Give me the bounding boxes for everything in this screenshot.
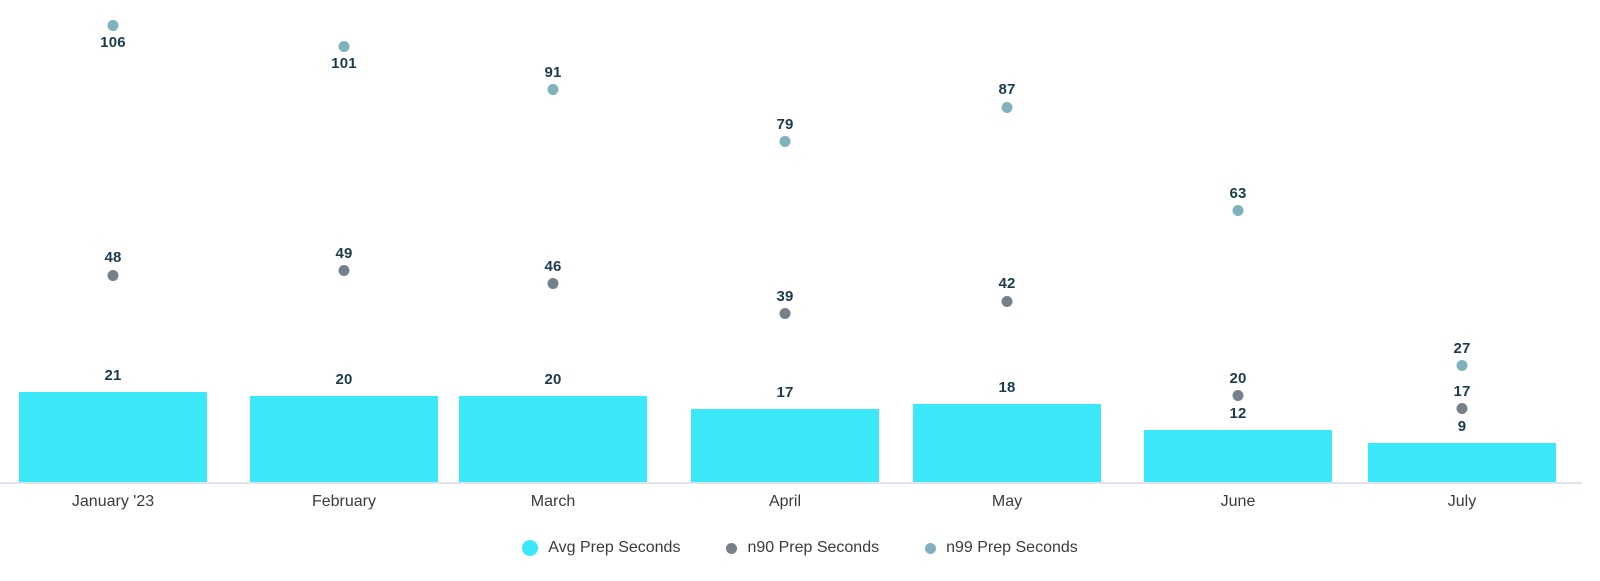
x-axis-label: July	[1447, 493, 1477, 510]
n99-value-label: 87	[998, 81, 1016, 98]
n90-value-label: 17	[1453, 382, 1471, 400]
bar-value-label: 21	[104, 366, 122, 384]
legend-item-n90[interactable]: n90 Prep Seconds	[726, 539, 879, 557]
avg-prep-bar[interactable]	[250, 395, 438, 482]
x-axis-label: April	[768, 493, 801, 510]
bar-value-label: 20	[335, 370, 353, 388]
x-axis-label: January '23	[71, 493, 155, 510]
bar-value-label: 20	[544, 370, 562, 388]
x-axis-label: March	[530, 493, 576, 510]
legend-item-n99[interactable]: n99 Prep Seconds	[925, 539, 1078, 557]
n90-dot[interactable]	[107, 269, 119, 281]
x-axis-line	[0, 482, 1582, 484]
category-column: 17 39 79	[685, 0, 885, 486]
n90-dot[interactable]	[779, 308, 791, 320]
n99-dot[interactable]	[338, 41, 350, 53]
category-column: 21 48 106	[13, 0, 213, 486]
legend-item-avg[interactable]: Avg Prep Seconds	[522, 539, 680, 557]
legend-marker-icon	[925, 542, 937, 554]
n99-value-label: 91	[544, 63, 562, 81]
n90-dot[interactable]	[338, 265, 350, 277]
n99-dot[interactable]	[779, 136, 791, 147]
legend-label: Avg Prep Seconds	[548, 539, 681, 556]
category-column: 20 49 101	[244, 0, 444, 486]
n99-value-label: 27	[1453, 339, 1471, 357]
n90-dot[interactable]	[1232, 390, 1244, 402]
category-column: 20 46 91	[453, 0, 653, 486]
avg-prep-bar[interactable]	[1368, 443, 1556, 482]
legend-label: n99 Prep Seconds	[946, 539, 1078, 556]
avg-prep-bar[interactable]	[1144, 430, 1332, 482]
bar-value-label: 17	[776, 383, 794, 401]
n99-dot[interactable]	[1456, 360, 1468, 372]
n99-value-label: 106	[100, 33, 126, 51]
n90-dot[interactable]	[1456, 403, 1468, 415]
avg-prep-bar[interactable]	[913, 404, 1101, 482]
bar-value-label: 18	[998, 379, 1016, 397]
n90-value-label: 48	[104, 249, 122, 267]
bar-value-label: 9	[1457, 418, 1467, 436]
n90-value-label: 49	[335, 244, 353, 262]
n90-dot[interactable]	[1001, 295, 1013, 307]
n99-value-label: 79	[776, 115, 794, 133]
n99-dot[interactable]	[1232, 205, 1244, 216]
avg-prep-bar[interactable]	[691, 408, 879, 482]
n90-value-label: 39	[776, 287, 794, 305]
n90-value-label: 42	[998, 275, 1016, 292]
x-axis-label: February	[311, 493, 377, 510]
n99-value-label: 101	[331, 55, 357, 73]
legend-marker-icon	[522, 540, 539, 556]
n99-value-label: 63	[1229, 184, 1247, 202]
n90-value-label: 46	[544, 257, 562, 275]
x-axis-labels: January '23 February March April May June July	[0, 488, 1600, 516]
n90-value-label: 20	[1229, 369, 1247, 387]
avg-prep-bar[interactable]	[19, 391, 207, 482]
avg-prep-bar[interactable]	[459, 395, 647, 482]
category-column: 18 42 87	[907, 0, 1107, 486]
x-axis-label: May	[991, 493, 1023, 510]
n99-dot[interactable]	[547, 84, 559, 96]
category-column: 9 17 27	[1362, 0, 1562, 486]
legend-label: n90 Prep Seconds	[747, 539, 880, 556]
category-column: 12 20 63	[1138, 0, 1338, 486]
legend-marker-icon	[726, 542, 738, 554]
chart-legend: Avg Prep Seconds n90 Prep Seconds n99 Prep…	[0, 538, 1600, 558]
n99-dot[interactable]	[107, 19, 119, 31]
n99-dot[interactable]	[1001, 101, 1013, 113]
plot-area: 21 48 106 20 49 101 20 46 91 17 39 79 18 42 87 12 20 63 9 1…	[0, 0, 1582, 486]
bar-value-label: 12	[1229, 405, 1247, 423]
x-axis-label: June	[1220, 493, 1256, 510]
n90-dot[interactable]	[547, 278, 559, 290]
